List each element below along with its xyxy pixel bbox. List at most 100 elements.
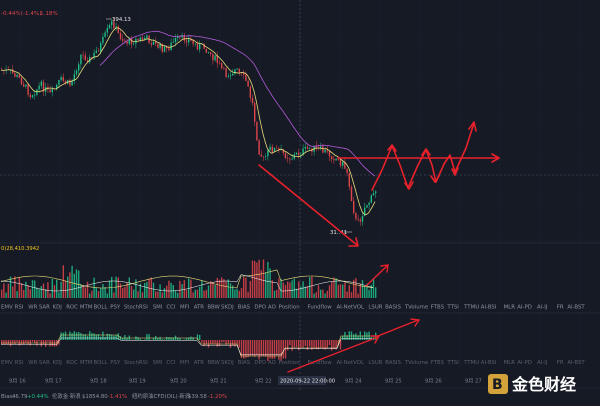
indicator-tab[interactable]: PSY — [110, 360, 121, 366]
indicator-tab[interactable]: BBW — [207, 305, 220, 311]
indicator-tab[interactable]: ROC — [66, 360, 78, 366]
indicator-tab[interactable]: AI-IJ — [537, 360, 548, 366]
oscillator-bar — [163, 339, 166, 340]
indicator-tab[interactable]: DPO — [254, 360, 266, 366]
indicator-tab[interactable]: RSI — [15, 360, 24, 366]
indicator-tab[interactable]: Fundflow — [308, 305, 333, 311]
indicator-tab[interactable]: ROC — [66, 305, 78, 311]
candle-body — [183, 34, 185, 41]
oscillator-bar — [203, 340, 205, 347]
indicator-tab[interactable]: TVolume — [404, 305, 429, 311]
oscillator-bar — [216, 340, 218, 347]
volume-bar — [40, 286, 42, 298]
indicator-tab[interactable]: Fundflow — [308, 360, 333, 366]
indicator-tab[interactable]: EMV — [1, 305, 13, 311]
indicator-tab[interactable]: TTSI — [446, 305, 459, 311]
indicator-tab[interactable]: SMI — [153, 360, 163, 366]
indicator-tab[interactable]: RSI — [15, 305, 24, 311]
indicator-tab[interactable]: MLR — [504, 360, 516, 366]
volume-bar — [293, 278, 295, 298]
indicator-tab[interactable]: MTM — [80, 360, 93, 366]
date-tick-label: 9月 17 — [45, 378, 62, 385]
indicator-tab[interactable]: PSY — [110, 305, 121, 311]
indicator-tab[interactable]: TTSI — [446, 360, 459, 366]
indicator-tab[interactable]: LSUR — [368, 360, 382, 366]
footer-item3-value: $39.58 — [188, 394, 207, 400]
indicator-tab[interactable]: TTMU — [463, 305, 479, 311]
indicator-tab[interactable]: BOLL — [94, 305, 108, 311]
indicator-tab[interactable]: AI-PD — [517, 305, 532, 311]
indicator-tab[interactable]: MLR — [504, 305, 516, 311]
indicator-tab[interactable]: AI-NetVOL — [336, 360, 364, 366]
indicator-tab[interactable]: SAR — [39, 360, 50, 366]
volume-bar — [328, 285, 331, 298]
indicator-tab[interactable]: FTBS — [431, 305, 445, 311]
indicator-tab[interactable]: AI-BST — [567, 360, 585, 366]
indicator-tab[interactable]: BIAS — [238, 305, 251, 311]
zigzag-path-4 — [454, 122, 475, 173]
indicator-tab[interactable]: KDJ — [53, 360, 63, 366]
volume-bar — [42, 283, 45, 298]
indicator-tab[interactable]: AO — [268, 360, 276, 366]
volume-bar — [225, 281, 227, 298]
indicator-tab[interactable]: SKDJ — [221, 360, 234, 366]
volume-bar — [1, 289, 3, 298]
indicator-tabs-bottom[interactable]: EMV RSI WR SAR KDJ ROC MTM BOLL PSY StochRSI SMI CC… — [1, 360, 585, 366]
indicator-tab[interactable]: BOLL — [94, 360, 108, 366]
indicator-tab[interactable]: TTMU — [463, 360, 479, 366]
candle-body — [210, 52, 212, 54]
indicator-tab[interactable]: MFI — [180, 360, 190, 366]
oscillator-bar — [328, 340, 331, 346]
indicator-tab[interactable]: TVolume — [404, 360, 429, 366]
volume-bar — [18, 277, 20, 298]
indicator-tab[interactable]: BASIS — [385, 305, 401, 311]
candle-body — [91, 57, 93, 59]
candle-body — [31, 95, 34, 98]
indicator-tab[interactable]: AI-PD — [517, 360, 532, 366]
indicator-tab[interactable]: SKDJ — [221, 305, 234, 311]
indicator-tab[interactable]: AI-BSI — [481, 360, 497, 366]
indicator-tab[interactable]: WR — [28, 305, 37, 311]
indicator-tab[interactable]: AI-BSI — [481, 305, 497, 311]
indicator-tab[interactable]: SMI — [153, 305, 163, 311]
oscillator-bar — [152, 337, 155, 340]
volume-bar — [359, 283, 361, 298]
indicator-tab[interactable]: DPO — [254, 305, 266, 311]
indicator-tab[interactable]: KDJ — [53, 305, 63, 311]
indicator-tab[interactable]: StochRSI — [124, 305, 148, 311]
indicator-tab[interactable]: FR — [557, 360, 564, 366]
indicator-tab[interactable]: EMV — [1, 360, 13, 366]
indicator-tab[interactable]: AI-BST — [567, 305, 585, 311]
indicator-tab[interactable]: Position — [279, 305, 300, 311]
indicator-tab[interactable]: LSUR — [368, 305, 382, 311]
candle-body — [60, 77, 62, 81]
indicator-tab[interactable]: BBW — [207, 360, 220, 366]
candle-body — [194, 43, 196, 45]
indicator-tab[interactable]: WR — [28, 360, 37, 366]
indicator-tab[interactable]: CCI — [166, 360, 176, 366]
indicator-tab[interactable]: StochRSI — [124, 360, 148, 366]
volume-bar — [100, 288, 102, 298]
indicator-tab[interactable]: FTBS — [431, 360, 445, 366]
indicator-tab[interactable]: BASIS — [385, 360, 401, 366]
indicator-tab[interactable]: MTM — [80, 305, 93, 311]
volume-bar — [276, 289, 278, 298]
volume-bar — [84, 287, 86, 298]
indicator-tab[interactable]: BIAS — [238, 360, 251, 366]
indicator-tabs-top[interactable]: EMV RSI WR SAR KDJ ROC MTM BOLL PSY StochRSI SMI CC… — [1, 305, 585, 311]
volume-bar — [251, 260, 254, 298]
indicator-tab[interactable]: CCI — [166, 305, 176, 311]
candle-body — [38, 85, 40, 90]
indicator-tab[interactable]: ATR — [194, 360, 205, 366]
indicator-tab[interactable]: ATR — [194, 305, 205, 311]
candle-body — [163, 46, 166, 52]
indicator-tab[interactable]: FR — [557, 305, 564, 311]
indicator-tab[interactable]: MFI — [180, 305, 190, 311]
indicator-tab[interactable]: SAR — [39, 305, 50, 311]
candle-body — [258, 140, 260, 155]
indicator-tab[interactable]: AI-IJ — [537, 305, 548, 311]
indicator-tab[interactable]: AO — [268, 305, 276, 311]
indicator-tab[interactable]: AI-NetVOL — [336, 305, 364, 311]
indicator-tab[interactable]: Position — [279, 360, 300, 366]
